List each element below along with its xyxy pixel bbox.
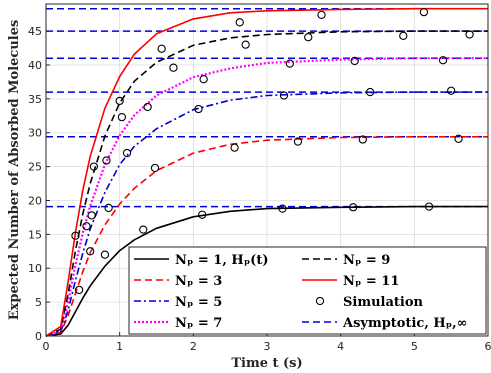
legend-label: Nₚ = 9	[343, 253, 390, 268]
y-tick-label: 35	[28, 93, 42, 106]
x-tick-label: 5	[411, 340, 418, 353]
simulation-marker	[150, 163, 160, 173]
simulation-marker	[317, 10, 326, 19]
simulation-marker	[278, 204, 287, 213]
simulation-marker	[365, 87, 375, 97]
simulation-marker	[241, 40, 250, 49]
legend-marker	[315, 296, 325, 306]
x-tick-label: 2	[190, 340, 197, 353]
x-tick-label: 1	[116, 340, 123, 353]
simulation-marker	[279, 91, 289, 100]
simulation-marker	[89, 162, 99, 171]
series-lines	[45, 7, 488, 338]
y-axis-label: Expected Number of Absorbed Molecules	[7, 20, 22, 321]
simulation-marker	[194, 104, 203, 114]
y-tick-label: 0	[35, 330, 42, 343]
legend-box	[128, 246, 487, 335]
legend-label: Nₚ = 3	[175, 274, 222, 289]
simulation-marker	[117, 113, 127, 122]
series-line	[45, 136, 488, 337]
simulation-marker	[71, 231, 80, 240]
simulation-marker	[349, 203, 358, 212]
simulation-marker	[100, 250, 110, 259]
legend-label: Simulation	[343, 295, 424, 310]
simulation-marker	[438, 56, 448, 65]
simulation-marker	[358, 135, 367, 144]
series-line	[45, 7, 488, 337]
simulation-marker	[104, 203, 113, 213]
simulation-marker	[157, 44, 166, 53]
simulation-marker	[82, 222, 91, 231]
simulation-marker	[198, 210, 207, 219]
x-tick-label: 6	[485, 340, 491, 353]
legend: Nₚ = 1, Hₚ(t) Nₚ = 9 Nₚ = 3 Nₚ = 11 Nₚ = 5 Si…	[128, 246, 487, 335]
x-tick-label: 3	[264, 340, 271, 353]
simulation-marker	[424, 202, 434, 211]
legend-label: Nₚ = 1, Hₚ(t)	[175, 253, 268, 268]
simulation-marker	[293, 137, 303, 146]
simulation-marker	[87, 211, 96, 220]
simulation-marker	[454, 134, 463, 143]
simulation-marker	[75, 285, 84, 295]
simulation-marker	[419, 7, 429, 17]
simulation-markers	[71, 7, 474, 295]
simulation-marker	[122, 148, 132, 158]
simulation-marker	[304, 33, 313, 42]
simulation-marker	[465, 30, 474, 39]
legend-label: Nₚ = 11	[343, 274, 399, 289]
simulation-marker	[230, 143, 239, 152]
y-tick-label: 15	[28, 228, 42, 241]
simulation-marker	[169, 63, 178, 72]
simulation-marker	[143, 102, 152, 112]
x-tick-label: 0	[43, 340, 50, 353]
x-axis-label: Time t (s)	[231, 356, 302, 371]
y-tick-label: 10	[28, 262, 42, 275]
simulation-marker	[399, 31, 408, 40]
x-tick-label: 4	[337, 340, 344, 353]
simulation-marker	[86, 247, 95, 256]
simulation-marker	[285, 59, 294, 68]
y-tick-label: 20	[28, 194, 42, 207]
series-line	[45, 91, 488, 337]
y-tick-label: 45	[28, 25, 42, 38]
simulation-marker	[235, 18, 244, 27]
y-tick-label: 5	[35, 296, 42, 309]
legend-label: Nₚ = 7	[175, 316, 222, 331]
y-tick-label: 40	[28, 59, 42, 72]
y-tick-label: 25	[28, 161, 42, 174]
simulation-marker	[139, 225, 148, 234]
legend-label: Nₚ = 5	[175, 295, 222, 310]
y-tick-label: 30	[28, 127, 42, 140]
simulation-marker	[350, 56, 359, 66]
simulation-marker	[102, 156, 111, 165]
simulation-marker	[115, 96, 124, 106]
simulation-marker	[199, 75, 208, 84]
legend-label: Asymptotic, Hₚ,∞	[342, 316, 468, 331]
series-line	[45, 205, 488, 337]
simulation-marker	[447, 86, 456, 95]
series-line	[45, 57, 488, 338]
